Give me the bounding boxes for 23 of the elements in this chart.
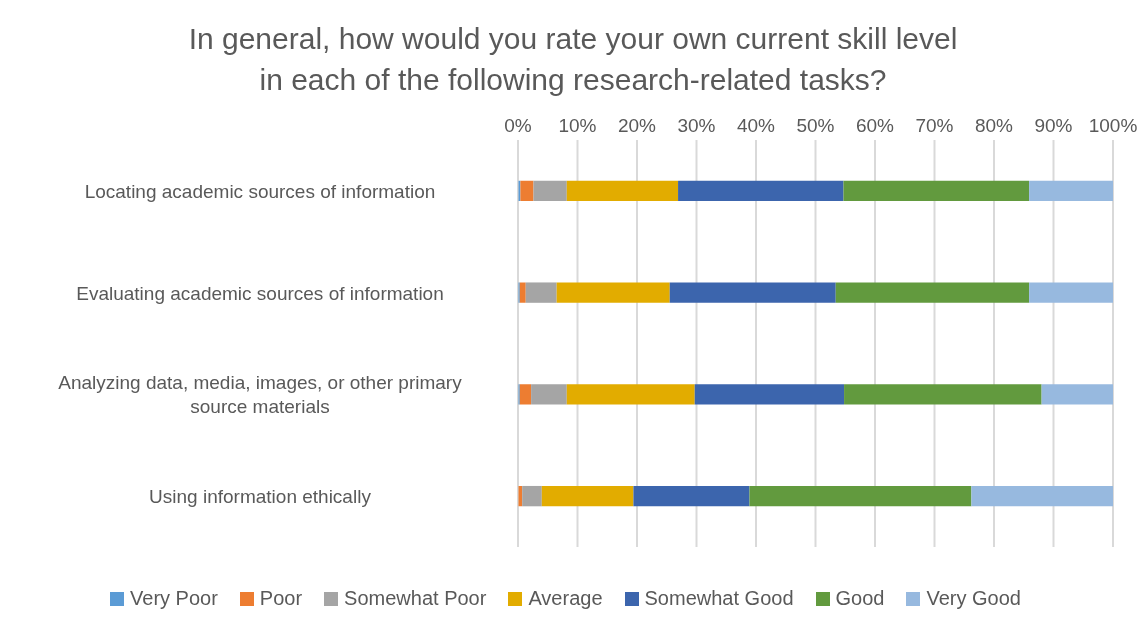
- x-tick-label: 0%: [504, 115, 532, 136]
- y-tick-label: Evaluating academic sources of information: [76, 282, 444, 304]
- x-tick-label: 90%: [1034, 115, 1073, 136]
- x-tick-label: 30%: [677, 115, 716, 136]
- x-tick-label: 60%: [855, 115, 895, 136]
- legend-label: Very Poor: [129, 587, 218, 610]
- x-tick-label: 10%: [558, 115, 597, 136]
- y-tick-label: Locating academic sources of information: [84, 180, 436, 202]
- x-tick-label: 40%: [736, 115, 776, 136]
- legend-label: Poor: [258, 587, 303, 610]
- legend-label: Very Good: [925, 587, 1021, 610]
- legend-label: Somewhat Poor: [343, 587, 487, 610]
- y-tick-label: Analyzing data, media, images, or other primary source materials: [58, 371, 463, 417]
- legend-label: Average: [527, 587, 603, 610]
- legend-label: Good: [834, 587, 885, 610]
- x-tick-label: 70%: [915, 115, 954, 136]
- legend-label: Somewhat Good: [643, 587, 794, 610]
- x-tick-label: 80%: [974, 115, 1014, 136]
- x-tick-label: 20%: [617, 115, 657, 136]
- chart-title: In general, how would you rate your own current skill level in each of the following research-related tasks?: [187, 21, 959, 98]
- y-tick-label: Using information ethically: [149, 485, 372, 507]
- x-tick-label: 100%: [1088, 115, 1138, 136]
- x-tick-label: 50%: [796, 115, 835, 136]
